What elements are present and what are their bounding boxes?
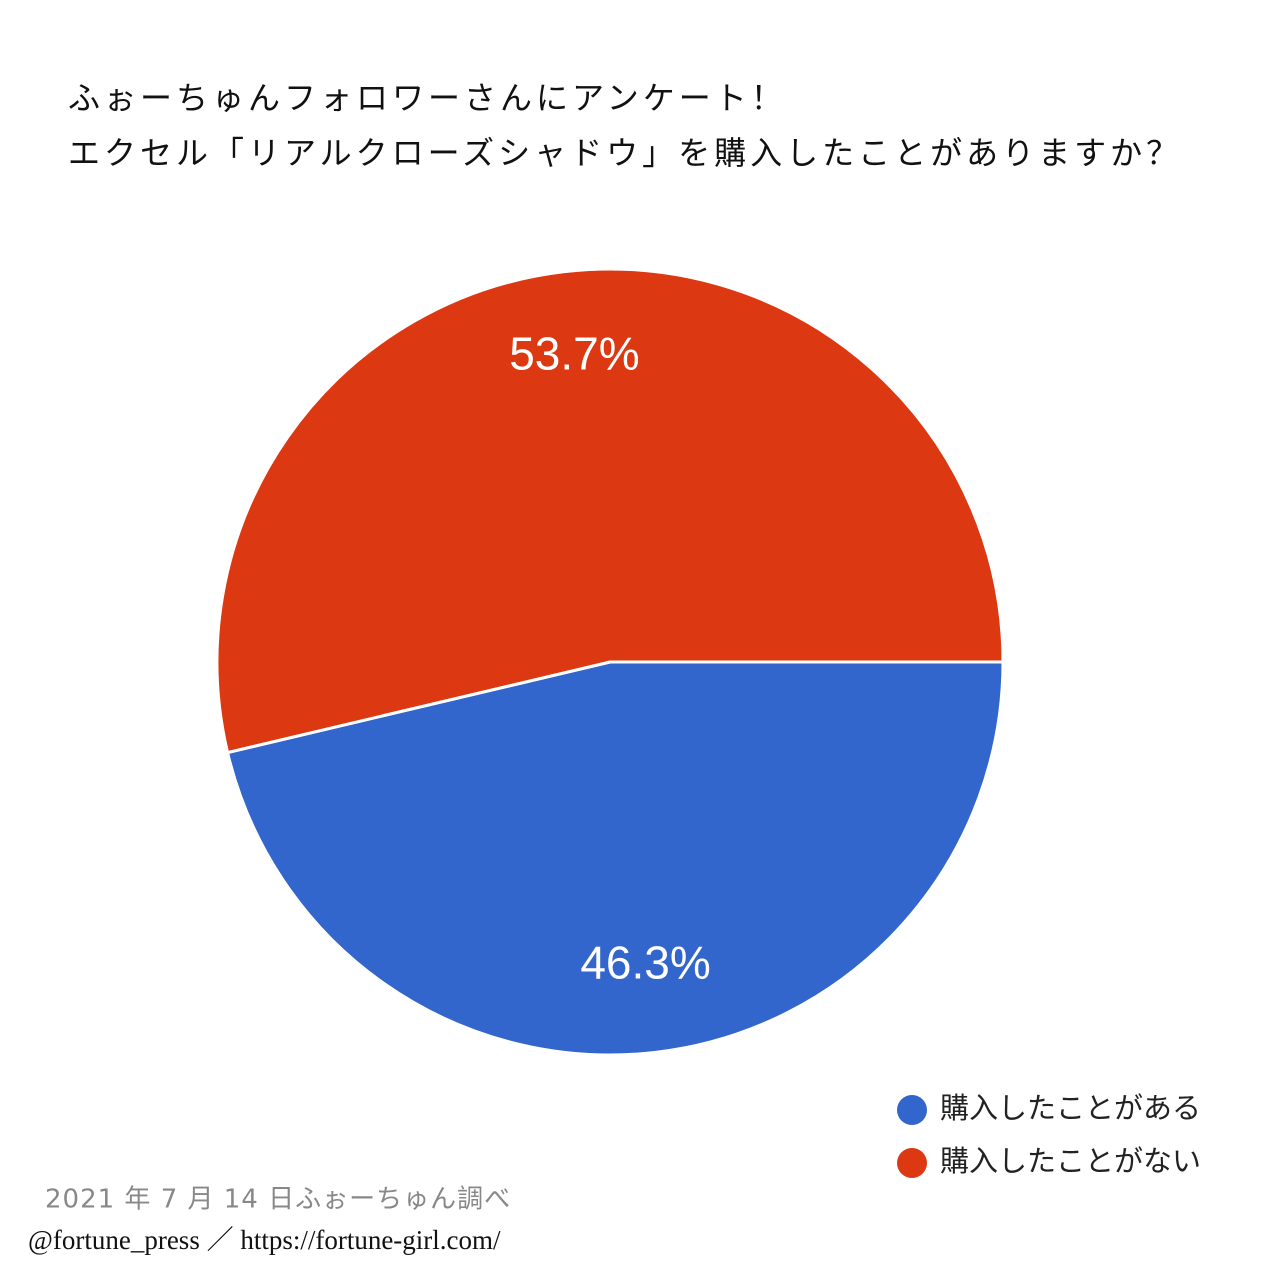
legend-label: 購入したことがある — [940, 1091, 1201, 1125]
data-label: 46.3% — [580, 937, 710, 989]
credit-note: @fortune_press ／ https://fortune-girl.co… — [28, 1225, 501, 1255]
pie-slice — [215, 267, 1005, 755]
chart-title: ふぉーちゅんフォロワーさんにアンケート！ — [68, 79, 787, 117]
chart-subtitle: エクセル「リアルクローズシャドウ」を購入したことがありますか？ — [68, 134, 1182, 172]
pie: 46.3% 53.7% — [215, 267, 1005, 1057]
pie-slice — [225, 660, 1005, 1057]
legend-swatch — [897, 1095, 927, 1125]
data-label: 53.7% — [509, 328, 639, 380]
legend-swatch — [897, 1148, 927, 1178]
source-note: 2021 年 7 月 14 日ふぉーちゅん調べ — [45, 1185, 511, 1215]
legend-label: 購入したことがない — [940, 1144, 1201, 1178]
